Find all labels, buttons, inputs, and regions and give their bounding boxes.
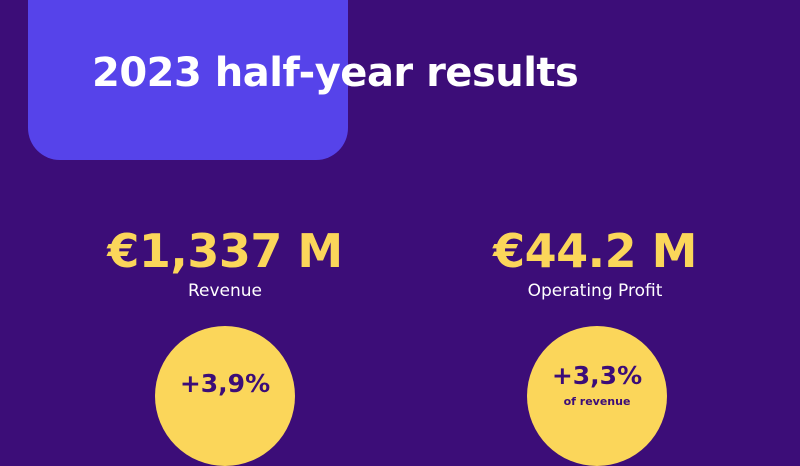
revenue-metric: €1,337 M Revenue <box>55 224 395 302</box>
operating-profit-value: €44.2 M <box>493 224 697 278</box>
page-title: 2023 half-year results <box>92 50 579 96</box>
revenue-growth-badge: +3,9% <box>155 326 295 466</box>
accent-block <box>28 0 348 160</box>
revenue-value: €1,337 M <box>107 224 343 278</box>
revenue-growth-value: +3,9% <box>179 369 271 398</box>
operating-margin-note: of revenue <box>563 394 631 408</box>
operating-margin-value: +3,3% <box>551 360 643 390</box>
operating-margin-badge: +3,3% of revenue <box>527 326 667 466</box>
operating-profit-label: Operating Profit <box>527 281 663 301</box>
operating-profit-metric: €44.2 M Operating Profit <box>425 224 765 302</box>
revenue-label: Revenue <box>187 281 263 301</box>
